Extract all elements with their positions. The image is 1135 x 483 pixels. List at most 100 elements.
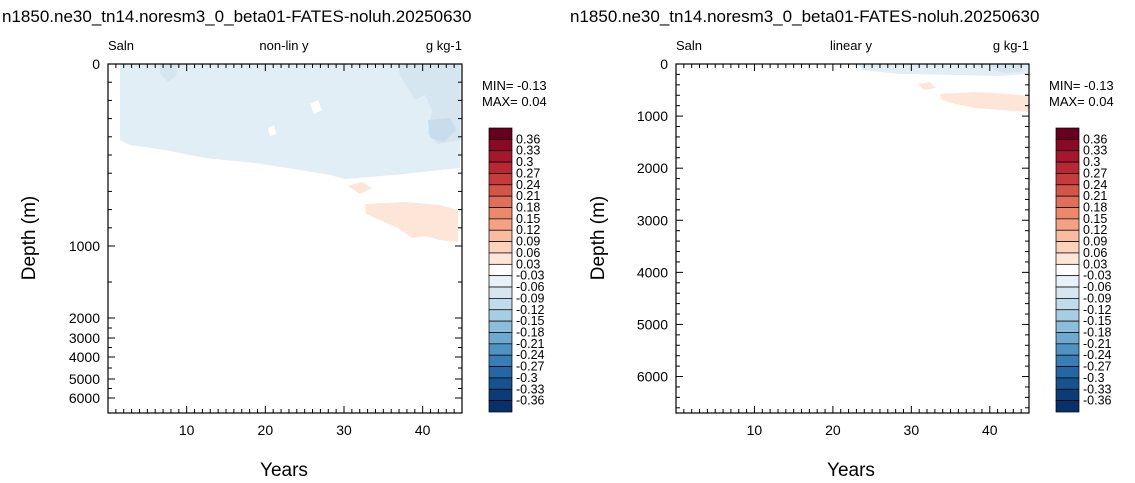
colorbar-swatch (1055, 400, 1080, 413)
right-min-label: MIN= -0.13 (1049, 78, 1114, 93)
left-positive-region (365, 202, 458, 242)
colorbar-swatch (1055, 139, 1080, 152)
colorbar-label: 0.09 (1083, 235, 1107, 249)
colorbar-swatch (488, 207, 513, 220)
x-tick-label: 30 (904, 422, 920, 438)
colorbar-label: -0.21 (1083, 337, 1112, 351)
colorbar-swatch (1055, 127, 1080, 140)
colorbar-label: -0.12 (516, 303, 545, 317)
left-max-label: MAX= 0.04 (482, 94, 547, 109)
colorbar-label: -0.21 (516, 337, 545, 351)
colorbar-label: 0.18 (1083, 201, 1107, 215)
colorbar-swatch (488, 252, 513, 265)
colorbar-label: -0.33 (1083, 382, 1112, 396)
left-negative-region (120, 64, 462, 179)
colorbar-swatch (488, 229, 513, 242)
left-hole-2 (268, 125, 276, 136)
colorbar-swatch (488, 195, 513, 208)
colorbar-label: -0.27 (1083, 360, 1112, 374)
colorbar-label: 0.06 (1083, 246, 1107, 260)
x-tick-label: 20 (258, 422, 274, 438)
x-tick-label: 30 (336, 422, 352, 438)
left-y-ticks: 0 1000 2000 3000 4000 5000 6000 (69, 56, 462, 414)
colorbar-label: -0.33 (516, 382, 545, 396)
left-scale-label: non-lin y (259, 38, 309, 53)
colorbar-swatch (1055, 343, 1080, 356)
colorbar-label: 0.3 (516, 155, 533, 169)
colorbar-swatch (1055, 150, 1080, 163)
right-positive-region-small (918, 82, 936, 90)
colorbar-label: -0.3 (1083, 371, 1105, 385)
y-tick-label: 5000 (69, 371, 100, 387)
colorbar-swatch (488, 139, 513, 152)
colorbar-label: 0.15 (1083, 212, 1107, 226)
colorbar-swatch (1055, 252, 1080, 265)
colorbar-label: -0.12 (1083, 303, 1112, 317)
colorbar-swatch (1055, 320, 1080, 333)
left-negative-core-top (160, 64, 178, 82)
right-negative-region (858, 64, 1028, 76)
y-tick-label: 1000 (637, 108, 668, 124)
colorbar-swatch (1055, 286, 1080, 299)
colorbar-label: -0.36 (516, 394, 545, 408)
colorbar-label: -0.24 (1083, 348, 1112, 362)
y-tick-label: 5000 (637, 316, 668, 332)
colorbar-label: -0.27 (516, 360, 545, 374)
left-y-axis-label: Depth (m) (19, 196, 40, 280)
colorbar-swatch (1055, 366, 1080, 379)
right-positive-region (940, 92, 1028, 112)
colorbar-swatch (488, 366, 513, 379)
x-tick-label: 40 (415, 422, 431, 438)
left-units-label: g kg-1 (426, 38, 462, 53)
colorbar-swatch (1055, 309, 1080, 322)
colorbar-label: -0.15 (1083, 314, 1112, 328)
colorbar-swatch (488, 377, 513, 390)
colorbar-swatch (488, 218, 513, 231)
colorbar-swatch (1055, 298, 1080, 311)
colorbar-label: 0.36 (1083, 132, 1107, 146)
right-y-axis-label: Depth (m) (588, 196, 609, 280)
y-tick-label: 4000 (69, 349, 100, 365)
colorbar-swatch (488, 161, 513, 174)
left-variable-label: Saln (108, 38, 134, 53)
colorbar-swatch (1055, 229, 1080, 242)
y-tick-label: 2000 (69, 310, 100, 326)
y-tick-label: 6000 (637, 369, 668, 385)
colorbar-swatch (488, 286, 513, 299)
y-tick-label: 3000 (637, 212, 668, 228)
colorbar-label: -0.18 (516, 325, 545, 339)
colorbar-swatch (488, 275, 513, 288)
colorbar-swatch (488, 241, 513, 254)
colorbar-label: -0.15 (516, 314, 545, 328)
left-min-label: MIN= -0.13 (482, 78, 547, 93)
right-field (858, 64, 1028, 112)
colorbar-label: -0.36 (1083, 394, 1112, 408)
colorbar-label: 0.15 (516, 212, 540, 226)
left-panel-title: n1850.ne30_tn14.noresm3_0_beta01-FATES-n… (2, 7, 471, 26)
y-tick-label: 1000 (69, 238, 100, 254)
colorbar-swatch (1055, 332, 1080, 345)
colorbar-swatch (1055, 184, 1080, 197)
colorbar-swatch (1055, 263, 1080, 277)
colorbar-label: 0.21 (516, 189, 540, 203)
colorbar-swatch (488, 400, 513, 413)
colorbar-swatch (1055, 161, 1080, 174)
x-tick-label: 10 (747, 422, 763, 438)
colorbar-swatch (1055, 377, 1080, 390)
y-tick-label: 0 (92, 56, 100, 72)
left-plot-frame (107, 63, 463, 414)
colorbar-swatch (1055, 388, 1080, 401)
colorbar-label: 0.09 (516, 235, 540, 249)
colorbar-label: 0.3 (1083, 155, 1100, 169)
colorbar-label: -0.03 (1083, 269, 1112, 283)
colorbar-swatch (488, 320, 513, 333)
colorbar-swatch (488, 150, 513, 163)
colorbar-swatch (1055, 207, 1080, 220)
colorbar-swatch (488, 343, 513, 356)
left-x-axis-label: Years (260, 460, 308, 481)
right-colorbar: 0.360.330.30.270.240.210.180.150.120.090… (1055, 127, 1112, 413)
colorbar-label: -0.09 (1083, 291, 1112, 305)
colorbar-label: 0.18 (516, 201, 540, 215)
colorbar-label: 0.21 (1083, 189, 1107, 203)
